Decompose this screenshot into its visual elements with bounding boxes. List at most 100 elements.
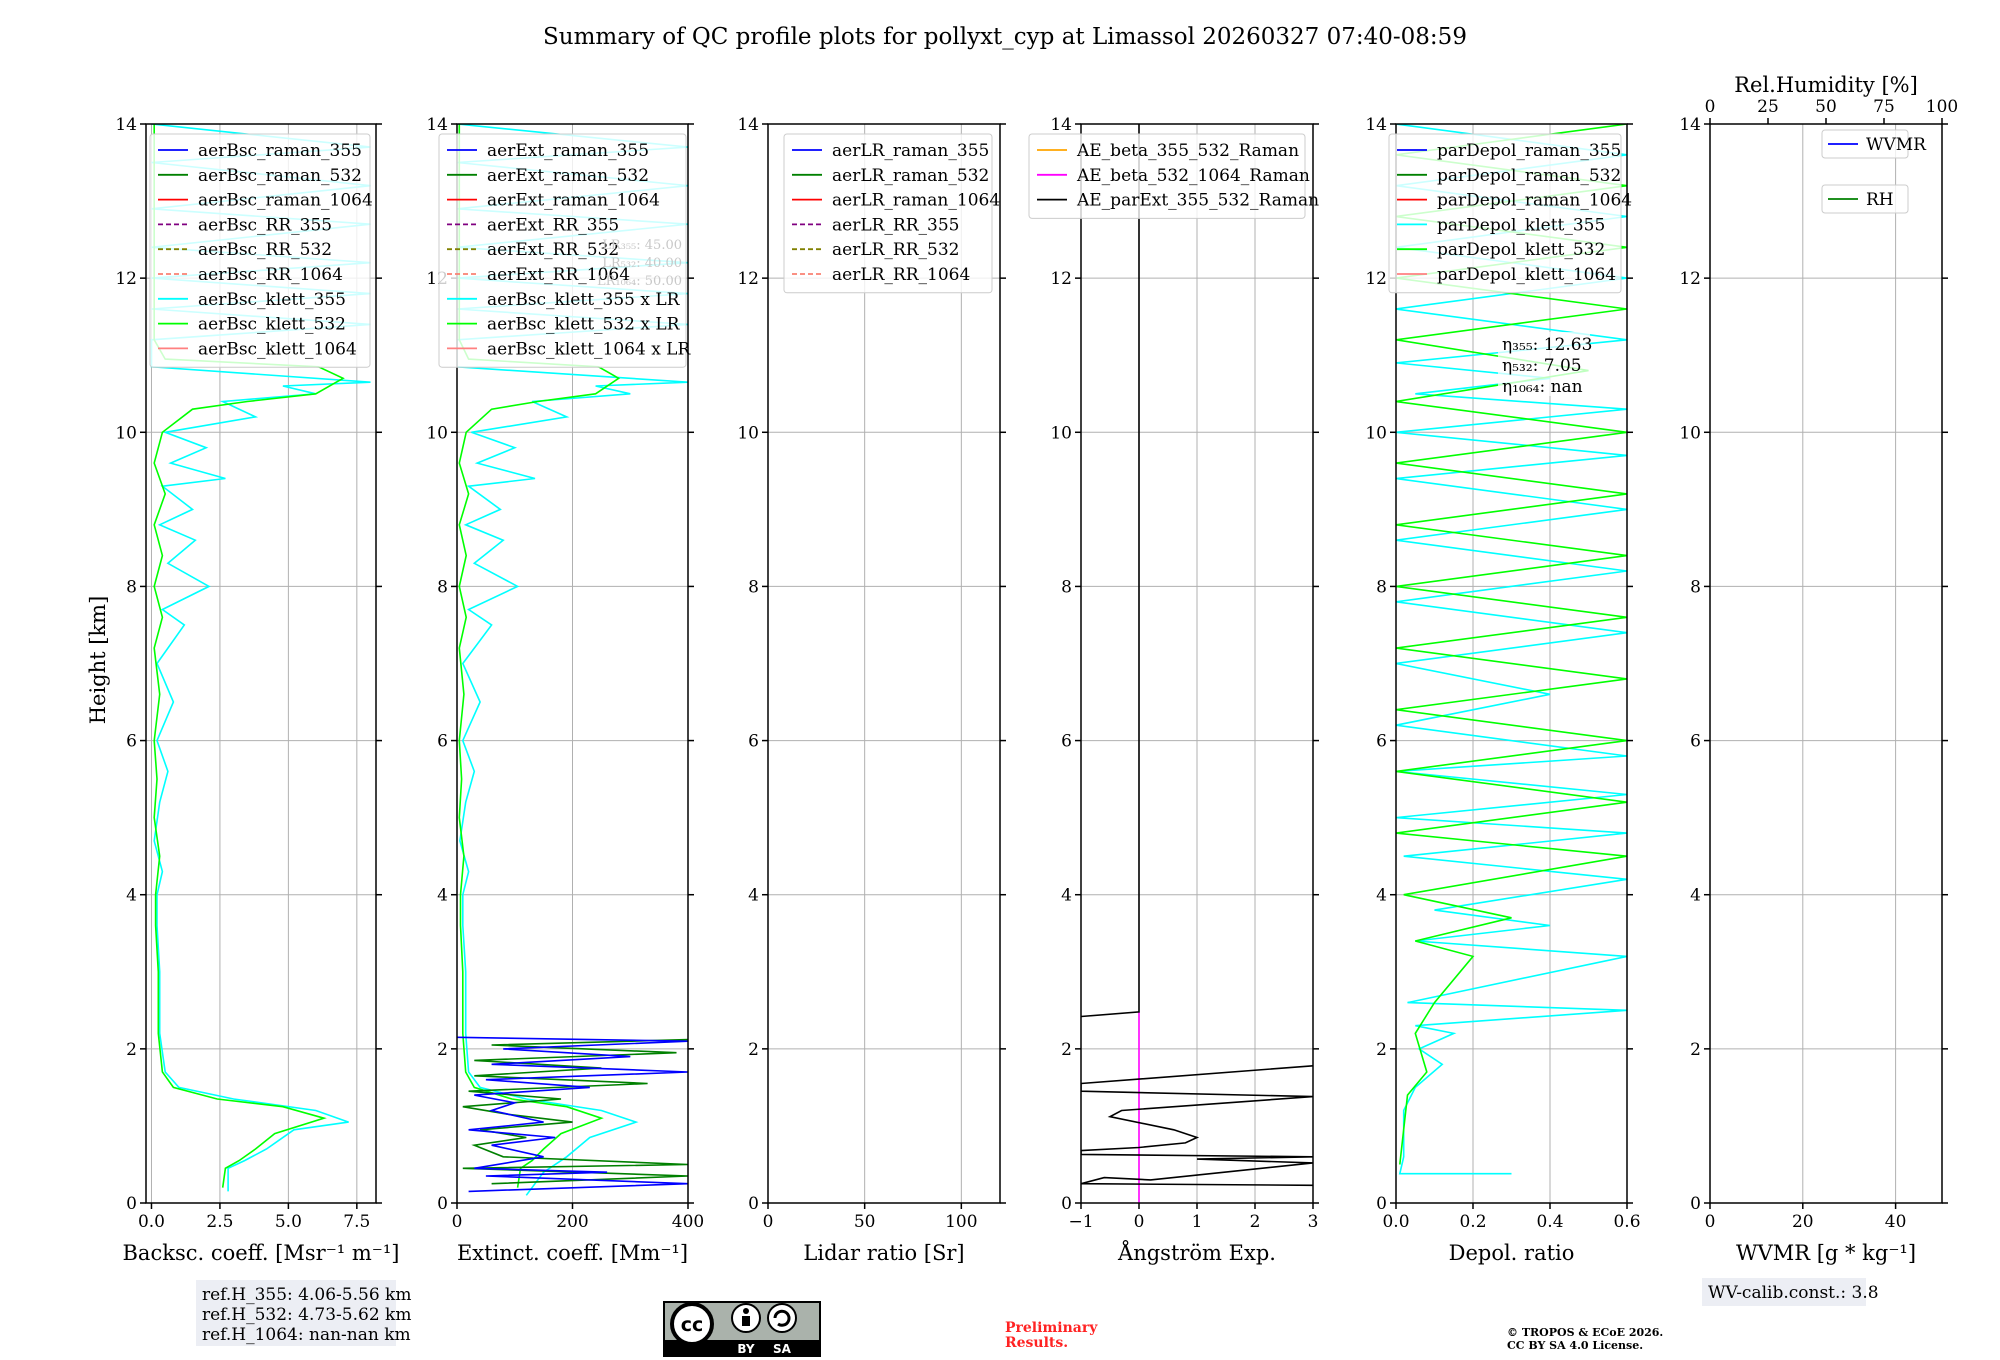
legend-frame bbox=[149, 133, 371, 368]
x-axis-label: Ångström Exp. bbox=[1117, 1240, 1276, 1265]
x-tick-label: 2.5 bbox=[206, 1212, 233, 1232]
legend-entry: aerBsc_klett_1064 bbox=[198, 339, 357, 359]
x-tick-label: 0.0 bbox=[1382, 1212, 1409, 1232]
legend-entry: aerExt_raman_1064 bbox=[487, 191, 660, 211]
legend-frame bbox=[1388, 133, 1622, 294]
cc-sa-label: SA bbox=[773, 1342, 792, 1356]
legend-frame bbox=[1028, 133, 1306, 219]
y-tick-label: 6 bbox=[748, 732, 759, 752]
legend: aerLR_raman_355 aerLR_raman_532 aerLR_rama… bbox=[783, 133, 1000, 294]
legend-entry: aerExt_RR_532 bbox=[487, 240, 619, 260]
top-x-tick-label: 50 bbox=[1815, 97, 1837, 117]
eta-label: η₃₅₅: 12.63 bbox=[1502, 335, 1592, 355]
y-tick-label: 10 bbox=[1050, 423, 1072, 443]
axes-frame bbox=[145, 123, 377, 1204]
series-aerExt_raman_355 bbox=[457, 1036, 688, 1193]
lr-label: LR₅₃₂: 40.00 bbox=[602, 256, 682, 271]
legend-entry: aerBsc_klett_355 x LR bbox=[487, 290, 681, 310]
y-tick-label: 14 bbox=[1679, 115, 1701, 135]
x-tick-label: 0.2 bbox=[1459, 1212, 1486, 1232]
preliminary-note: Preliminary Results. bbox=[1005, 1320, 1098, 1351]
y-tick-label: 14 bbox=[737, 115, 759, 135]
series-aerBsc_klett_532 x LR bbox=[458, 124, 621, 1188]
legend-entry: aerExt_RR_1064 bbox=[487, 265, 630, 285]
legend-entry: aerLR_raman_1064 bbox=[832, 191, 1000, 211]
y-tick-label: 14 bbox=[1365, 115, 1387, 135]
legend-entry: RH bbox=[1866, 190, 1894, 210]
y-tick-label: 8 bbox=[1061, 577, 1072, 597]
series-AE_parExt_355_532_Raman bbox=[1081, 124, 1140, 1018]
legend: parDepol_raman_355 parDepol_raman_532 parD… bbox=[1388, 133, 1632, 294]
x-axis-label: Depol. ratio bbox=[1449, 1241, 1575, 1265]
y-tick-label: 0 bbox=[1690, 1194, 1701, 1214]
y-tick-label: 4 bbox=[1376, 886, 1387, 906]
y-tick-label: 10 bbox=[1679, 423, 1701, 443]
legend-entry: AE_parExt_355_532_Raman bbox=[1076, 191, 1319, 211]
preliminary-line-1: Preliminary bbox=[1005, 1320, 1098, 1336]
top-x-tick-label: 100 bbox=[1926, 97, 1958, 117]
series-aerExt_raman_532 bbox=[462, 1038, 688, 1185]
y-tick-label: 2 bbox=[1376, 1040, 1387, 1060]
wv-calibration-box: WV-calib.const.: 3.8 bbox=[1702, 1278, 1879, 1306]
y-tick-label: 2 bbox=[126, 1040, 137, 1060]
x-tick-label: 1 bbox=[1192, 1212, 1203, 1232]
x-tick-label: 5.0 bbox=[275, 1212, 302, 1232]
x-tick-label: 50 bbox=[854, 1212, 876, 1232]
copyright-note: © TROPOS & ECoE 2026. CC BY SA 4.0 Licen… bbox=[1507, 1326, 1663, 1352]
legend-entry: aerExt_RR_355 bbox=[487, 215, 619, 235]
grid bbox=[1709, 123, 1942, 1204]
axes-frame bbox=[1395, 123, 1628, 1204]
legend-entry: aerLR_RR_532 bbox=[832, 240, 959, 260]
legend: aerExt_raman_355 aerExt_raman_532 aerExt_r… bbox=[438, 133, 691, 368]
y-tick-label: 8 bbox=[748, 577, 759, 597]
eta-label: η₁₀₆₄: nan bbox=[1502, 377, 1583, 397]
legend-entry: aerBsc_klett_532 x LR bbox=[487, 315, 681, 335]
ref-height-355: ref.H_355: 4.06-5.56 km bbox=[202, 1285, 411, 1305]
legend-entry: aerBsc_raman_355 bbox=[198, 141, 362, 161]
figure-title: Summary of QC profile plots for pollyxt_… bbox=[543, 24, 1467, 50]
y-tick-label: 2 bbox=[748, 1040, 759, 1060]
copyright-line-2: CC BY SA 4.0 License. bbox=[1507, 1339, 1643, 1352]
top-x-tick-label: 75 bbox=[1873, 97, 1895, 117]
legend-entry: aerBsc_RR_532 bbox=[198, 240, 332, 260]
y-tick-label: 14 bbox=[1050, 115, 1072, 135]
x-tick-label: 0 bbox=[1134, 1212, 1145, 1232]
x-tick-label: 2 bbox=[1250, 1212, 1261, 1232]
x-tick-label: 0 bbox=[1705, 1212, 1716, 1232]
y-tick-label: 0 bbox=[1376, 1194, 1387, 1214]
y-tick-label: 0 bbox=[1061, 1194, 1072, 1214]
x-tick-label: 400 bbox=[672, 1212, 704, 1232]
series-group bbox=[1081, 124, 1313, 1203]
panel-lidar_ratio: 0 2 4 6 8 10 12 14 0 50 100 Lidar ratio [Sr] aerLR_r… bbox=[737, 115, 1006, 1265]
x-tick-label: 7.5 bbox=[343, 1212, 370, 1232]
legend-frame bbox=[783, 133, 993, 294]
y-tick-label: 12 bbox=[1050, 269, 1072, 289]
panel-backscatter: 0 2 4 6 8 10 12 14 0.0 2.5 5.0 7.5 Backsc. coeff. [M… bbox=[115, 115, 399, 1265]
x-tick-label: 20 bbox=[1792, 1212, 1814, 1232]
x-tick-label: −1 bbox=[1068, 1212, 1093, 1232]
y-tick-label: 10 bbox=[1365, 423, 1387, 443]
y-tick-label: 4 bbox=[748, 886, 759, 906]
legend-entry: AE_beta_355_532_Raman bbox=[1076, 141, 1299, 161]
y-tick-label: 12 bbox=[115, 269, 137, 289]
copyright-line-1: © TROPOS & ECoE 2026. bbox=[1507, 1326, 1663, 1339]
y-tick-label: 14 bbox=[426, 115, 448, 135]
legend-entry: parDepol_klett_355 bbox=[1437, 215, 1605, 235]
series-aerBsc_klett_532 bbox=[153, 124, 345, 1188]
axes-frame bbox=[1709, 123, 1943, 1204]
lr-label: LR₁₀₆₄: 50.00 bbox=[597, 274, 682, 289]
share-alike-icon bbox=[767, 1303, 797, 1333]
x-tick-label: 0.4 bbox=[1536, 1212, 1563, 1232]
legend-frame bbox=[1821, 129, 1909, 159]
grid bbox=[1080, 123, 1314, 1204]
top-x-tick-label: 25 bbox=[1757, 97, 1779, 117]
legend-entry: parDepol_raman_355 bbox=[1437, 141, 1621, 161]
eta-label: η₅₃₂: 7.05 bbox=[1502, 356, 1582, 376]
legend-entry: aerBsc_raman_1064 bbox=[198, 191, 373, 211]
legend-entry: parDepol_klett_1064 bbox=[1437, 265, 1616, 285]
legend-entry: parDepol_klett_532 bbox=[1437, 240, 1605, 260]
cc-by-label: BY bbox=[737, 1342, 754, 1356]
